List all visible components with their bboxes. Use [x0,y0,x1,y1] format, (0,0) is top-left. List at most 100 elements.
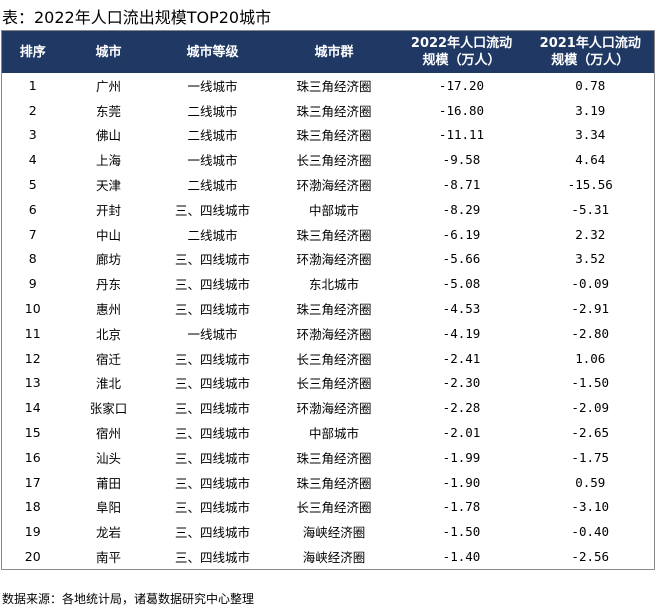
cell: 上海 [95,153,121,169]
cell-text: -5.66 [442,251,481,267]
cell: -5.66 [397,247,527,272]
cell: -1.90 [397,470,527,495]
cell-text: -2.56 [571,549,610,565]
cell: 三、四线城市 [174,500,250,516]
cell: 三、四线城市 [174,202,250,218]
cell: -3.10 [527,495,655,520]
cell: 天津 [95,178,121,194]
cell: -1.75 [527,445,655,470]
cell: 惠州 [95,302,121,318]
cell: -0.40 [527,519,655,544]
cell: 16 [24,449,41,465]
cell: -0.09 [527,271,655,296]
cell-text: -5.31 [571,201,610,217]
row: 3 佛山 二线城市 珠三角经济圈 -11.11 3.34 [2,123,655,148]
cell-text: -1.78 [442,499,481,515]
row: 5 天津 二线城市 环渤海经济圈 -8.71 -15.56 [2,172,655,197]
cell: -2.65 [527,420,655,445]
cell-text: -6.19 [442,226,481,242]
cell: 开封 [95,202,121,218]
cell: -6.19 [397,222,527,247]
cell: -4.19 [397,321,527,346]
cell: 2.32 [527,222,655,247]
cell: -2.30 [397,371,527,396]
cell-text: 3.34 [575,127,606,143]
header-line: 规模（万人） [551,53,630,68]
row: 7 中山 二线城市 珠三角经济圈 -6.19 2.32 [2,222,655,247]
cell: 1 [28,77,37,93]
cell: 18 [24,499,41,515]
cell-text: -1.99 [442,449,481,465]
cell: 一线城市 [187,326,238,342]
cell: 珠三角经济圈 [296,475,372,491]
cell: 环渤海经济圈 [296,401,372,417]
cell: 丹东 [95,277,121,293]
cell: 珠三角经济圈 [296,78,372,94]
header-cell: 2021年人口流动 规模（万人） [526,30,655,73]
cell: 环渤海经济圈 [296,178,372,194]
cell: -2.91 [527,296,655,321]
cell: 8 [28,251,37,267]
cell: 7 [28,226,37,242]
cell-text: -17.20 [438,77,485,93]
cell: -1.50 [397,519,527,544]
cell-text: 1.06 [575,350,606,366]
cell: -8.71 [397,172,527,197]
cell: 珠三角经济圈 [296,128,372,144]
cell: -2.80 [527,321,655,346]
cell: 阜阳 [95,500,121,516]
cell-text: -5.08 [442,276,481,292]
cell: 珠三角经济圈 [296,450,372,466]
cell: 一线城市 [187,78,238,94]
title: 表：2022年人口流出规模TOP20城市 [2,8,272,27]
cell: 三、四线城市 [174,351,250,367]
cell: -8.29 [397,197,527,222]
cell: 9 [28,276,37,292]
cell: -11.11 [397,123,527,148]
row: 10 惠州 三、四线城市 珠三角经济圈 -4.53 -2.91 [2,296,655,321]
cell: 环渤海经济圈 [296,326,372,342]
cell-text: 3.52 [575,251,606,267]
cell-text: -0.40 [571,524,610,540]
table: 排序 城市 城市等级 城市群 2022年人口流动 规模（万人） 2021年人口流动 规模（万人… [1,30,655,570]
cell: -2.28 [397,395,527,420]
cell-text: -8.29 [442,201,481,217]
cell: -4.53 [397,296,527,321]
cell: 三、四线城市 [174,302,250,318]
cell-text: -16.80 [438,102,485,118]
cell: 10 [24,301,41,317]
cell: 东莞 [95,103,121,119]
cell: 二线城市 [187,128,238,144]
cell: 二线城市 [187,178,238,194]
cell: 20 [24,549,41,565]
header-cell: 排序 [1,30,64,73]
cell: 宿州 [95,426,121,442]
row: 17 莆田 三、四线城市 珠三角经济圈 -1.90 0.59 [2,470,655,495]
cell: 二线城市 [187,227,238,243]
cell-text: -1.75 [571,449,610,465]
cell-text: -3.10 [571,499,610,515]
cell: 19 [24,524,41,540]
header-line: 2022年人口流动 [410,36,513,51]
row: 6 开封 三、四线城市 中部城市 -8.29 -5.31 [2,197,655,222]
cell: -5.08 [397,271,527,296]
cell: 6 [28,201,37,217]
cell: 环渤海经济圈 [296,252,372,268]
cell: 长三角经济圈 [296,153,372,169]
cell: 长三角经济圈 [296,500,372,516]
header-cell: 城市群 [271,30,397,73]
cell: 淮北 [95,376,121,392]
row: 15 宿州 三、四线城市 中部城市 -2.01 -2.65 [2,420,655,445]
cell: -9.58 [397,147,527,172]
header-line: 2021年人口流动 [539,36,641,51]
cell: 三、四线城市 [174,426,250,442]
cell: 一线城市 [187,153,238,169]
cell-text: -2.09 [571,400,610,416]
cell: 三、四线城市 [174,525,250,541]
header-cell: 城市等级 [153,30,272,73]
cell: 三、四线城市 [174,277,250,293]
cell: -2.56 [527,544,655,569]
cell: 南平 [95,550,121,566]
cell-text: -4.19 [442,325,481,341]
cell: 3.52 [527,247,655,272]
